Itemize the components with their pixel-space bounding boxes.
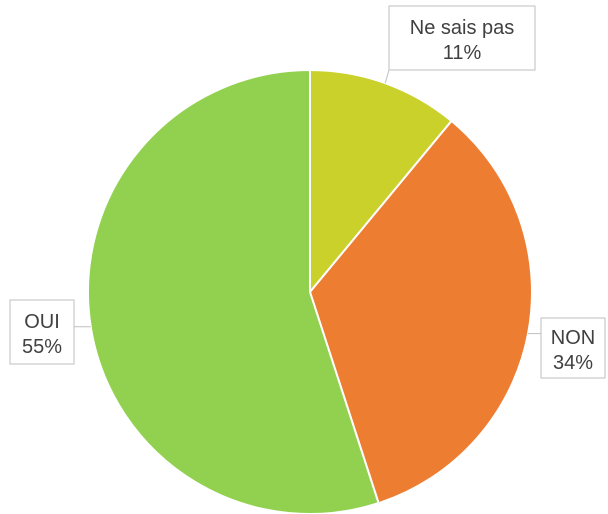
pie-slice: [308, 119, 533, 505]
pie-slice: [87, 68, 380, 514]
label-box: [9, 299, 75, 365]
slice-value: 34%: [553, 352, 593, 374]
slice-value: 11%: [443, 42, 482, 64]
slice-label: NON: [551, 327, 595, 349]
label-box: [540, 317, 606, 379]
slice-value: 55%: [22, 336, 62, 358]
pie-slice: [309, 68, 453, 295]
slice-label: Ne sais pas: [410, 17, 515, 39]
leader-line: [384, 69, 390, 84]
label-box: [388, 5, 536, 71]
slice-label: OUI: [24, 311, 60, 333]
